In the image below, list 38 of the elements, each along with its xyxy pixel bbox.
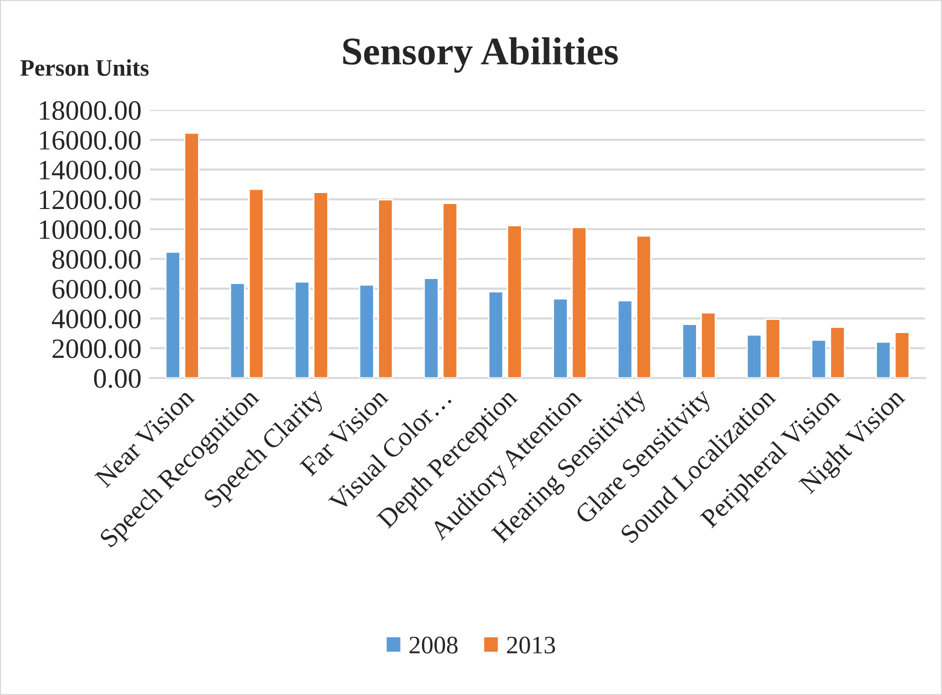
y-tick-label: 6000.00 [52,280,141,299]
y-tick-label: 4000.00 [52,310,141,328]
y-axis-title: Person Units [20,59,149,76]
bar [184,132,200,378]
bar [165,251,181,378]
bar [506,224,522,378]
bar [810,339,827,378]
bar [313,192,329,378]
bar [876,341,892,378]
bar [423,278,440,378]
bar [571,226,587,378]
chart-title: Sensory Abilities [343,37,618,73]
y-tick-label: 14000.00 [40,160,141,180]
y-tick-label: 10000.00 [40,220,141,240]
bar [682,324,698,378]
bar [700,312,716,378]
y-tick-label: 16000.00 [40,130,141,150]
legend-label: 2008 [410,636,458,654]
bar [617,300,633,378]
bar [746,334,762,378]
bar [378,198,394,378]
bar [358,284,374,378]
bar [765,318,781,378]
y-tick-label: 12000.00 [40,190,141,210]
y-tick-label: 2000.00 [52,339,141,358]
y-tick-label: 8000.00 [52,250,141,269]
bar [552,298,568,378]
bar [442,202,458,378]
bar [636,235,652,378]
bar [488,290,504,378]
y-tick-label: 0.00 [94,369,141,388]
bar [894,332,910,378]
bar [230,282,246,378]
legend-label: 2013 [507,636,556,654]
bar [248,188,264,378]
bar [294,281,310,378]
bar [830,326,846,378]
y-tick-label: 18000.00 [40,101,141,120]
